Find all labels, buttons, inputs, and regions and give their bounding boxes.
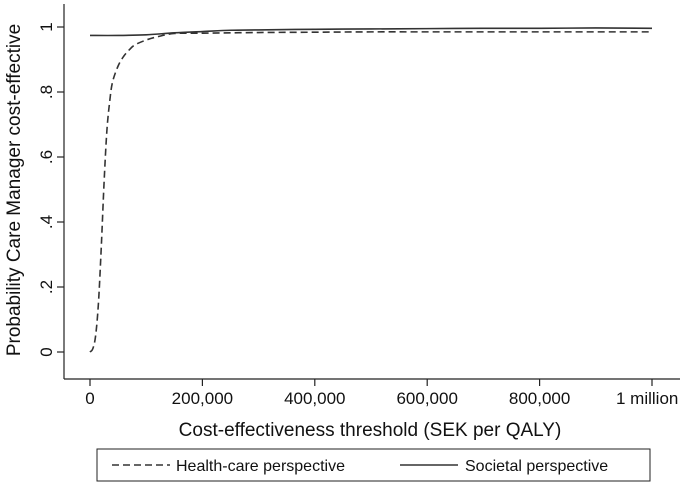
series-line-health-care bbox=[89, 31, 652, 353]
y-tick-label: 1 bbox=[37, 22, 56, 31]
y-ticks: 0 .2 .4 .6 .8 1 bbox=[37, 22, 64, 357]
x-axis-title: Cost-effectiveness threshold (SEK per QA… bbox=[179, 420, 562, 441]
x-ticks: 0 200,000 400,000 600,000 800,000 1 million bbox=[85, 379, 678, 408]
y-tick-label: .8 bbox=[37, 85, 56, 99]
x-tick-label: 600,000 bbox=[396, 389, 457, 408]
y-tick-label: .2 bbox=[37, 280, 56, 294]
x-tick-label: 1 million bbox=[616, 389, 678, 408]
y-tick-label: 0 bbox=[37, 347, 56, 356]
legend: Health-care perspective Societal perspec… bbox=[96, 448, 651, 482]
x-tick-label: 0 bbox=[85, 389, 94, 408]
legend-label-health-care: Health-care perspective bbox=[176, 458, 345, 475]
y-tick-label: .4 bbox=[37, 215, 56, 229]
x-tick-label: 200,000 bbox=[172, 389, 233, 408]
x-tick-label: 400,000 bbox=[284, 389, 345, 408]
x-tick-label: 800,000 bbox=[509, 389, 570, 408]
y-tick-label: .6 bbox=[37, 150, 56, 164]
series-line-societal bbox=[89, 27, 653, 37]
series-layer bbox=[89, 27, 653, 353]
legend-box bbox=[96, 448, 651, 482]
y-axis-title: Probability Care Manager cost-effective bbox=[4, 24, 25, 356]
legend-label-societal: Societal perspective bbox=[465, 458, 608, 475]
